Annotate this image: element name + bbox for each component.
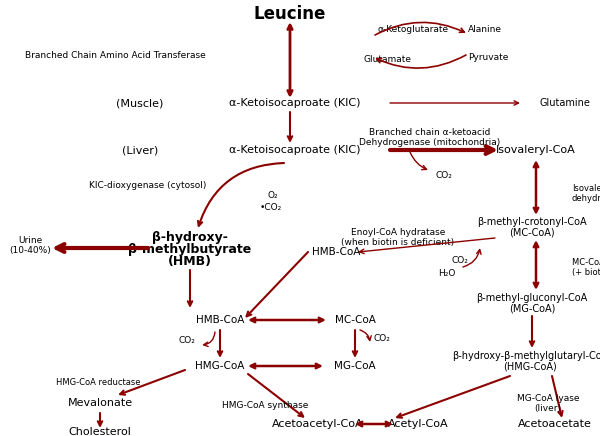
- Text: (HMB): (HMB): [168, 255, 212, 268]
- Text: Acetyl-CoA: Acetyl-CoA: [388, 419, 448, 429]
- Text: α-Ketoisocaproate (KIC): α-Ketoisocaproate (KIC): [229, 98, 361, 108]
- Text: MG-CoA: MG-CoA: [334, 361, 376, 371]
- Text: Acetoacetyl-CoA: Acetoacetyl-CoA: [272, 419, 364, 429]
- Text: MC-CoA carboxylase: MC-CoA carboxylase: [572, 258, 600, 266]
- Text: Glutamine: Glutamine: [540, 98, 591, 108]
- Text: MG-CoA lyase: MG-CoA lyase: [517, 394, 579, 402]
- Text: Isovaleryl-CoA: Isovaleryl-CoA: [572, 184, 600, 193]
- Text: HMG-CoA reductase: HMG-CoA reductase: [56, 378, 140, 386]
- Text: Acetoacetate: Acetoacetate: [518, 419, 592, 429]
- Text: Urine: Urine: [18, 235, 42, 245]
- Text: HMB-CoA: HMB-CoA: [312, 247, 360, 257]
- Text: O₂: O₂: [268, 191, 278, 200]
- Text: Cholesterol: Cholesterol: [68, 427, 131, 436]
- Text: HMG-CoA: HMG-CoA: [196, 361, 245, 371]
- Text: Pyruvate: Pyruvate: [468, 52, 508, 61]
- Text: KIC-dioxygenase (cytosol): KIC-dioxygenase (cytosol): [89, 181, 206, 190]
- Text: CO₂: CO₂: [435, 170, 452, 180]
- Text: β-methyl-gluconyl-CoA: β-methyl-gluconyl-CoA: [476, 293, 587, 303]
- Text: Branched Chain Amino Acid Transferase: Branched Chain Amino Acid Transferase: [25, 51, 205, 59]
- Text: (MG-CoA): (MG-CoA): [509, 303, 555, 313]
- Text: α-Ketoglutarate: α-Ketoglutarate: [378, 25, 449, 34]
- Text: α-Ketoisocaproate (KIC): α-Ketoisocaproate (KIC): [229, 145, 361, 155]
- Text: β-methyl-crotonyl-CoA: β-methyl-crotonyl-CoA: [477, 217, 587, 227]
- Text: (Liver): (Liver): [122, 145, 158, 155]
- Text: •CO₂: •CO₂: [260, 202, 282, 211]
- Text: dehydrogenase: dehydrogenase: [572, 194, 600, 202]
- Text: Branched chain α-ketoacid: Branched chain α-ketoacid: [370, 127, 491, 136]
- Text: β-methylbutyrate: β-methylbutyrate: [128, 242, 251, 255]
- Text: β-hydroxy-β-methylglutaryl-CoA: β-hydroxy-β-methylglutaryl-CoA: [452, 351, 600, 361]
- Text: Isovaleryl-CoA: Isovaleryl-CoA: [496, 145, 576, 155]
- Text: Mevalonate: Mevalonate: [67, 398, 133, 408]
- Text: HMB-CoA: HMB-CoA: [196, 315, 244, 325]
- Text: CO₂: CO₂: [179, 335, 196, 344]
- Text: (liver): (liver): [535, 403, 562, 412]
- Text: (when biotin is deficient): (when biotin is deficient): [341, 238, 455, 246]
- Text: Dehydrogenase (mitochondria): Dehydrogenase (mitochondria): [359, 137, 500, 146]
- Text: H₂O: H₂O: [439, 269, 455, 277]
- Text: CO₂: CO₂: [452, 255, 469, 265]
- Text: (+ biotin): (+ biotin): [572, 268, 600, 276]
- Text: HMG-CoA synthase: HMG-CoA synthase: [222, 401, 308, 409]
- Text: Enoyl-CoA hydratase: Enoyl-CoA hydratase: [351, 228, 445, 236]
- Text: (Muscle): (Muscle): [116, 98, 164, 108]
- Text: Alanine: Alanine: [468, 25, 502, 34]
- Text: Leucine: Leucine: [254, 5, 326, 23]
- Text: (MC-CoA): (MC-CoA): [509, 227, 555, 237]
- Text: β-hydroxy-: β-hydroxy-: [152, 231, 228, 243]
- Text: (HMG-CoA): (HMG-CoA): [503, 361, 557, 371]
- Text: (10-40%): (10-40%): [9, 245, 51, 255]
- Text: CO₂: CO₂: [374, 334, 391, 343]
- Text: MC-CoA: MC-CoA: [335, 315, 376, 325]
- Text: Glutamate: Glutamate: [363, 55, 411, 65]
